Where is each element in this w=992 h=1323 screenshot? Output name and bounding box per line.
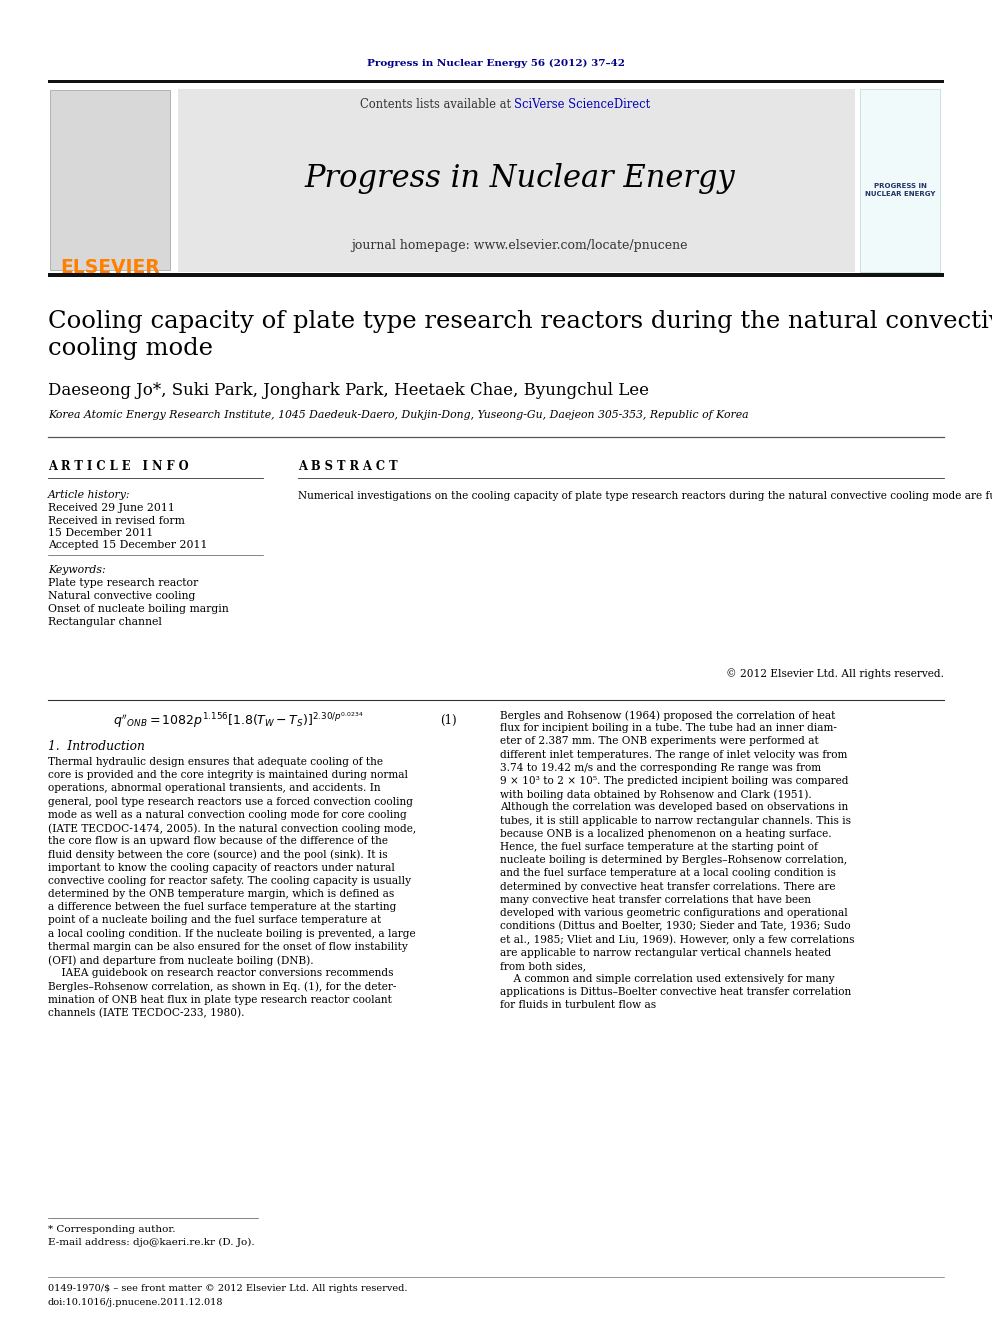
Text: Plate type research reactor: Plate type research reactor: [48, 578, 198, 587]
Text: Cooling capacity of plate type research reactors during the natural convective: Cooling capacity of plate type research …: [48, 310, 992, 333]
Text: a difference between the fuel surface temperature at the starting: a difference between the fuel surface te…: [48, 902, 397, 912]
Text: A B S T R A C T: A B S T R A C T: [298, 460, 398, 474]
Text: thermal margin can be also ensured for the onset of flow instability: thermal margin can be also ensured for t…: [48, 942, 408, 951]
Text: et al., 1985; Vliet and Liu, 1969). However, only a few correlations: et al., 1985; Vliet and Liu, 1969). Howe…: [500, 934, 854, 945]
Text: Daeseong Jo*, Suki Park, Jonghark Park, Heetaek Chae, Byungchul Lee: Daeseong Jo*, Suki Park, Jonghark Park, …: [48, 382, 649, 400]
Text: fluid density between the core (source) and the pool (sink). It is: fluid density between the core (source) …: [48, 849, 388, 860]
Text: tubes, it is still applicable to narrow rectangular channels. This is: tubes, it is still applicable to narrow …: [500, 815, 851, 826]
Text: determined by convective heat transfer correlations. There are: determined by convective heat transfer c…: [500, 881, 835, 892]
Text: different inlet temperatures. The range of inlet velocity was from: different inlet temperatures. The range …: [500, 750, 847, 759]
Text: 1.  Introduction: 1. Introduction: [48, 740, 145, 753]
Bar: [178, 89, 855, 273]
Text: (IATE TECDOC-1474, 2005). In the natural convection cooling mode,: (IATE TECDOC-1474, 2005). In the natural…: [48, 823, 416, 833]
Text: doi:10.1016/j.pnucene.2011.12.018: doi:10.1016/j.pnucene.2011.12.018: [48, 1298, 223, 1307]
Text: Article history:: Article history:: [48, 490, 131, 500]
Text: ELSEVIER: ELSEVIER: [61, 258, 160, 277]
Text: Onset of nucleate boiling margin: Onset of nucleate boiling margin: [48, 605, 229, 614]
Text: A common and simple correlation used extensively for many: A common and simple correlation used ext…: [500, 974, 834, 984]
Text: determined by the ONB temperature margin, which is defined as: determined by the ONB temperature margin…: [48, 889, 394, 900]
Text: channels (IATE TECDOC-233, 1980).: channels (IATE TECDOC-233, 1980).: [48, 1008, 244, 1019]
Text: Keywords:: Keywords:: [48, 565, 105, 576]
Text: Received 29 June 2011: Received 29 June 2011: [48, 503, 175, 513]
Text: IAEA guidebook on research reactor conversions recommends: IAEA guidebook on research reactor conve…: [48, 968, 394, 978]
Text: PROGRESS IN
NUCLEAR ENERGY: PROGRESS IN NUCLEAR ENERGY: [865, 184, 935, 197]
Text: important to know the cooling capacity of reactors under natural: important to know the cooling capacity o…: [48, 863, 395, 873]
Text: eter of 2.387 mm. The ONB experiments were performed at: eter of 2.387 mm. The ONB experiments we…: [500, 737, 818, 746]
Text: from both sides,: from both sides,: [500, 960, 586, 971]
Text: Although the correlation was developed based on observations in: Although the correlation was developed b…: [500, 803, 848, 812]
Text: core is provided and the core integrity is maintained during normal: core is provided and the core integrity …: [48, 770, 408, 781]
Bar: [48, 273, 944, 277]
Bar: [48, 79, 944, 83]
Text: SciVerse ScienceDirect: SciVerse ScienceDirect: [515, 98, 651, 111]
Text: and the fuel surface temperature at a local cooling condition is: and the fuel surface temperature at a lo…: [500, 868, 836, 878]
Text: A R T I C L E   I N F O: A R T I C L E I N F O: [48, 460, 188, 474]
Text: Contents lists available at: Contents lists available at: [360, 98, 515, 111]
Text: cooling mode: cooling mode: [48, 337, 213, 360]
Text: many convective heat transfer correlations that have been: many convective heat transfer correlatio…: [500, 894, 811, 905]
Bar: [860, 89, 940, 273]
Text: $q''_{ONB} = 1082p^{1.156}[1.8(T_W - T_S)]^{2.30/p^{0.0234}}$: $q''_{ONB} = 1082p^{1.156}[1.8(T_W - T_S…: [113, 710, 363, 730]
Text: Korea Atomic Energy Research Institute, 1045 Daedeuk-Daero, Dukjin-Dong, Yuseong: Korea Atomic Energy Research Institute, …: [48, 410, 749, 419]
Text: the core flow is an upward flow because of the difference of the: the core flow is an upward flow because …: [48, 836, 388, 847]
Text: E-mail address: djo@kaeri.re.kr (D. Jo).: E-mail address: djo@kaeri.re.kr (D. Jo).: [48, 1238, 255, 1248]
Text: convective cooling for reactor safety. The cooling capacity is usually: convective cooling for reactor safety. T…: [48, 876, 411, 886]
Text: © 2012 Elsevier Ltd. All rights reserved.: © 2012 Elsevier Ltd. All rights reserved…: [726, 668, 944, 679]
Text: (1): (1): [440, 713, 457, 726]
Text: Progress in Nuclear Energy 56 (2012) 37–42: Progress in Nuclear Energy 56 (2012) 37–…: [367, 58, 625, 67]
Text: Received in revised form: Received in revised form: [48, 516, 185, 527]
Text: (OFI) and departure from nucleate boiling (DNB).: (OFI) and departure from nucleate boilin…: [48, 955, 313, 966]
Text: flux for incipient boiling in a tube. The tube had an inner diam-: flux for incipient boiling in a tube. Th…: [500, 724, 837, 733]
Text: applications is Dittus–Boelter convective heat transfer correlation: applications is Dittus–Boelter convectiv…: [500, 987, 851, 998]
Text: 9 × 10³ to 2 × 10⁵. The predicted incipient boiling was compared: 9 × 10³ to 2 × 10⁵. The predicted incipi…: [500, 777, 848, 786]
Text: because ONB is a localized phenomenon on a heating surface.: because ONB is a localized phenomenon on…: [500, 828, 831, 839]
Bar: [50, 90, 170, 270]
Text: Hence, the fuel surface temperature at the starting point of: Hence, the fuel surface temperature at t…: [500, 841, 817, 852]
Text: 0149-1970/$ – see front matter © 2012 Elsevier Ltd. All rights reserved.: 0149-1970/$ – see front matter © 2012 El…: [48, 1285, 408, 1293]
Text: with boiling data obtained by Rohsenow and Clark (1951).: with boiling data obtained by Rohsenow a…: [500, 790, 811, 800]
Text: Bergles and Rohsenow (1964) proposed the correlation of heat: Bergles and Rohsenow (1964) proposed the…: [500, 710, 835, 721]
Text: 3.74 to 19.42 m/s and the corresponding Re range was from: 3.74 to 19.42 m/s and the corresponding …: [500, 763, 821, 773]
Text: operations, abnormal operational transients, and accidents. In: operations, abnormal operational transie…: [48, 783, 381, 794]
Text: conditions (Dittus and Boelter, 1930; Sieder and Tate, 1936; Sudo: conditions (Dittus and Boelter, 1930; Si…: [500, 921, 850, 931]
Text: general, pool type research reactors use a forced convection cooling: general, pool type research reactors use…: [48, 796, 413, 807]
Text: point of a nucleate boiling and the fuel surface temperature at: point of a nucleate boiling and the fuel…: [48, 916, 381, 925]
Text: developed with various geometric configurations and operational: developed with various geometric configu…: [500, 908, 848, 918]
Text: are applicable to narrow rectangular vertical channels heated: are applicable to narrow rectangular ver…: [500, 947, 831, 958]
Text: Accepted 15 December 2011: Accepted 15 December 2011: [48, 540, 207, 550]
Text: Rectangular channel: Rectangular channel: [48, 617, 162, 627]
Text: Progress in Nuclear Energy: Progress in Nuclear Energy: [305, 163, 735, 193]
Text: a local cooling condition. If the nucleate boiling is prevented, a large: a local cooling condition. If the nuclea…: [48, 929, 416, 938]
Text: Bergles–Rohsenow correlation, as shown in Eq. (1), for the deter-: Bergles–Rohsenow correlation, as shown i…: [48, 982, 397, 992]
Text: journal homepage: www.elsevier.com/locate/pnucene: journal homepage: www.elsevier.com/locat…: [351, 238, 687, 251]
Text: mode as well as a natural convection cooling mode for core cooling: mode as well as a natural convection coo…: [48, 810, 407, 820]
Text: Natural convective cooling: Natural convective cooling: [48, 591, 195, 601]
Text: Thermal hydraulic design ensures that adequate cooling of the: Thermal hydraulic design ensures that ad…: [48, 757, 383, 767]
Text: 15 December 2011: 15 December 2011: [48, 528, 153, 538]
Text: Numerical investigations on the cooling capacity of plate type research reactors: Numerical investigations on the cooling …: [298, 490, 992, 500]
Text: mination of ONB heat flux in plate type research reactor coolant: mination of ONB heat flux in plate type …: [48, 995, 392, 1004]
Text: nucleate boiling is determined by Bergles–Rohsenow correlation,: nucleate boiling is determined by Bergle…: [500, 855, 847, 865]
Text: for fluids in turbulent flow as: for fluids in turbulent flow as: [500, 1000, 656, 1011]
Text: * Corresponding author.: * Corresponding author.: [48, 1225, 176, 1234]
